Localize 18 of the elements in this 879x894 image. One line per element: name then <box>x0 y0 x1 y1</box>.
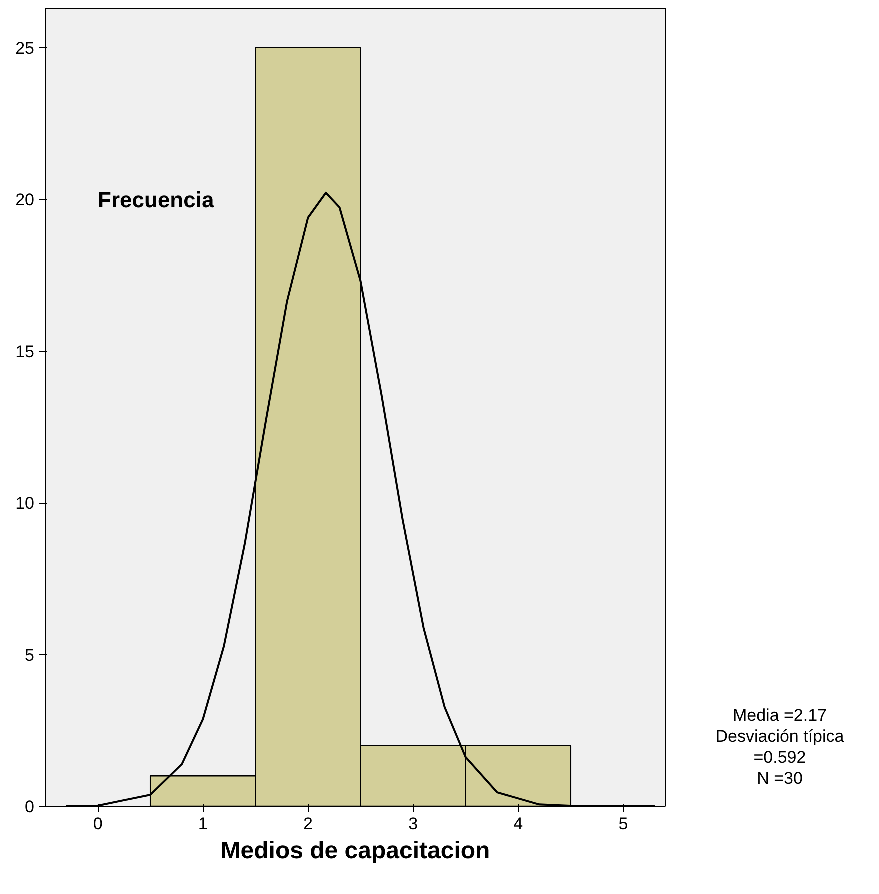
text: Desviación típica <box>716 726 844 747</box>
y-tick-label: 0 <box>25 798 35 816</box>
y-axis-title: Frecuencia <box>98 188 215 213</box>
x-axis-title: Medios de capacitacion <box>220 838 490 864</box>
text: N =30 <box>756 768 804 789</box>
text: Media =2.17 <box>732 705 828 726</box>
y-tick-label: 5 <box>25 646 35 665</box>
x-tick-label: 3 <box>408 814 418 834</box>
x-tick-label: 0 <box>93 814 103 834</box>
text: =0.592 <box>752 747 808 768</box>
y-tick-label: 25 <box>16 38 35 58</box>
x-tick-label: 5 <box>618 814 628 834</box>
x-tick-label: 4 <box>514 814 524 834</box>
y-tick-label: 10 <box>16 494 35 514</box>
y-tick-label: 15 <box>16 342 35 362</box>
x-tick-label: 1 <box>198 814 208 834</box>
y-tick-label: 20 <box>16 190 35 210</box>
x-tick-label: 2 <box>303 814 313 834</box>
